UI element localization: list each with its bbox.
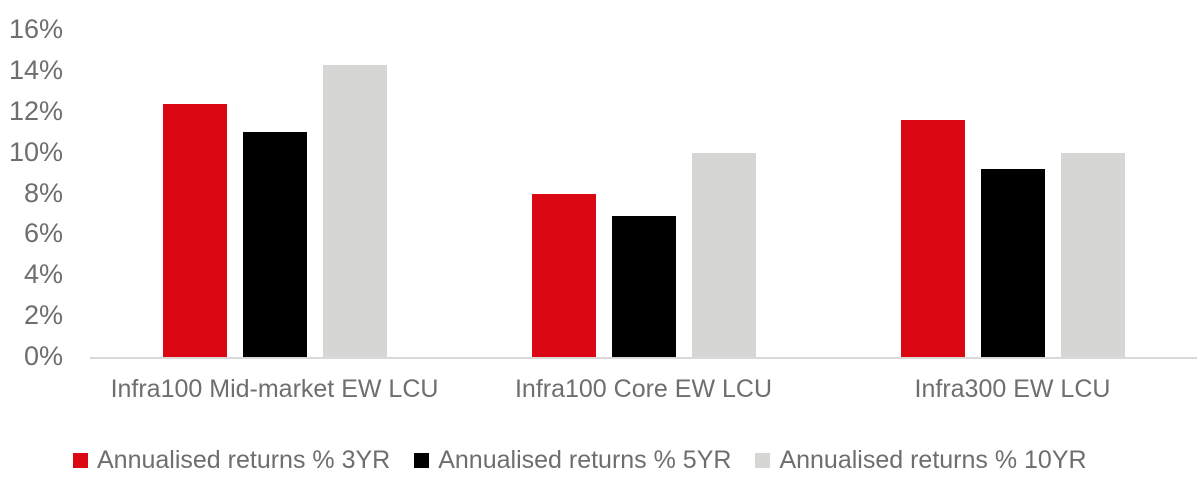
bar <box>162 103 227 357</box>
y-tick-label: 2% <box>23 300 63 331</box>
legend-label: Annualised returns % 5YR <box>438 446 732 474</box>
category-label: Infra100 Mid-market EW LCU <box>110 375 439 403</box>
legend-label: Annualised returns % 3YR <box>97 446 391 474</box>
bar <box>531 193 596 357</box>
y-tick-label: 0% <box>23 340 63 371</box>
y-tick-label: 16% <box>8 13 63 44</box>
category-label: Infra300 EW LCU <box>914 375 1111 403</box>
y-axis: 0% 2% 4% 6% 8% 10% 12% 14% 16% <box>0 15 63 369</box>
y-tick-label: 8% <box>23 177 63 208</box>
legend-swatch-icon <box>755 452 771 468</box>
bar <box>691 152 756 357</box>
plot-area <box>90 30 1197 359</box>
legend: Annualised returns % 3YR Annualised retur… <box>73 445 1087 475</box>
legend-item: Annualised returns % 10YR <box>755 445 1087 475</box>
y-tick-label: 12% <box>8 95 63 126</box>
bar <box>611 215 676 357</box>
bar <box>980 168 1045 357</box>
legend-item: Annualised returns % 5YR <box>414 445 731 475</box>
x-axis-labels: Infra100 Mid-market EW LCU Infra100 Core … <box>90 374 1197 404</box>
y-tick-label: 10% <box>8 136 63 167</box>
y-tick-label: 14% <box>8 54 63 85</box>
bar <box>242 132 307 357</box>
legend-swatch-icon <box>73 452 88 468</box>
category-label: Infra100 Core EW LCU <box>514 375 773 403</box>
bar <box>1060 152 1125 357</box>
bar-group <box>90 30 459 357</box>
bar <box>322 64 387 357</box>
legend-item: Annualised returns % 3YR <box>73 445 390 475</box>
y-tick-label: 6% <box>23 218 63 249</box>
legend-swatch-icon <box>414 452 430 468</box>
legend-label: Annualised returns % 10YR <box>779 446 1087 474</box>
bar-group <box>459 30 828 357</box>
y-tick-label: 4% <box>23 259 63 290</box>
bar <box>900 119 965 357</box>
bar-group <box>828 30 1197 357</box>
